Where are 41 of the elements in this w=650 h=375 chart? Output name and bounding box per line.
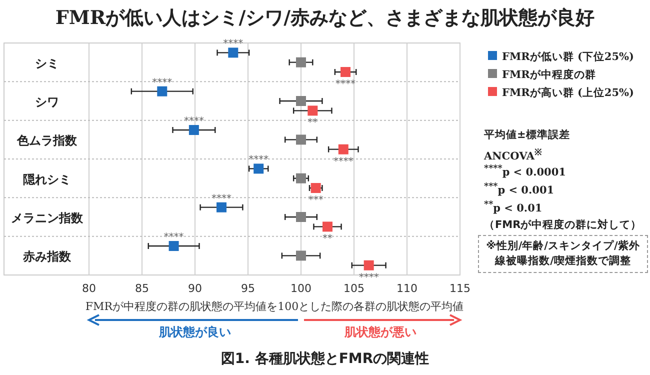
x-tick-label: 80 [82,282,96,295]
x-tick-label: 100 [290,282,312,295]
y-tick-label: シミ [35,56,59,70]
data-label: **** [212,193,232,204]
y-tick-label: シワ [35,95,59,109]
text: ※性別/年齢/スキンタイプ/紫外線被曝指数/喫煙指数で調整 [478,235,648,273]
legend-label: FMRが高い群 (上位25%) [502,86,634,99]
x-tick-label: 95 [241,282,255,295]
data-label: **** [184,116,204,127]
x-tick-label: 115 [450,282,470,295]
text: 肌状態が良い [158,325,231,339]
data-label: **** [223,38,244,50]
y-tick-label: 赤み指数 [22,250,72,264]
chart-title: FMRが低い人はシミ/シワ/赤みなど、さまざまな肌状態が良好 [55,7,595,29]
caption: 図1. 各種肌状態とFMRの関連性 [220,350,430,367]
y-tick-label: メラニン指数 [11,211,84,225]
x-tick-label: 85 [135,282,149,295]
text: ANCOVA$^{※}$ [484,147,542,162]
data-label: **** [152,77,172,88]
text: $^{**}$p < 0.01 [484,200,542,214]
y-tick-label: 隠れシミ [23,172,71,186]
text: （FMRが中程度の群に対して） [484,218,642,232]
x-tick-label: 110 [396,282,418,295]
text: 平均値±標準誤差 [484,128,570,142]
text: $^{***}$p < 0.001 [484,182,554,196]
data-label: ** [322,234,332,245]
data-label: **** [333,156,354,168]
data-label: **** [248,154,269,166]
x-tick-label: 105 [344,282,364,295]
x-tick-label: 90 [188,282,202,295]
data-label: *** [308,195,324,206]
data-label: **** [358,272,379,284]
data-label: ** [308,118,318,129]
data-label: **** [336,79,356,90]
text: $^{****}$p < 0.0001 [484,164,566,178]
data-label: **** [164,232,184,243]
text: 肌状態が悪い [344,325,416,339]
x-axis-title: FMRが中程度の群の肌状態の平均値を100とした際の各群の肌状態の平均値 [85,300,464,313]
legend-label: FMRが低い群 (下位25%) [502,50,634,63]
legend-label: FMRが中程度の群 [502,68,596,81]
y-tick-label: 色ムラ指数 [16,134,78,148]
